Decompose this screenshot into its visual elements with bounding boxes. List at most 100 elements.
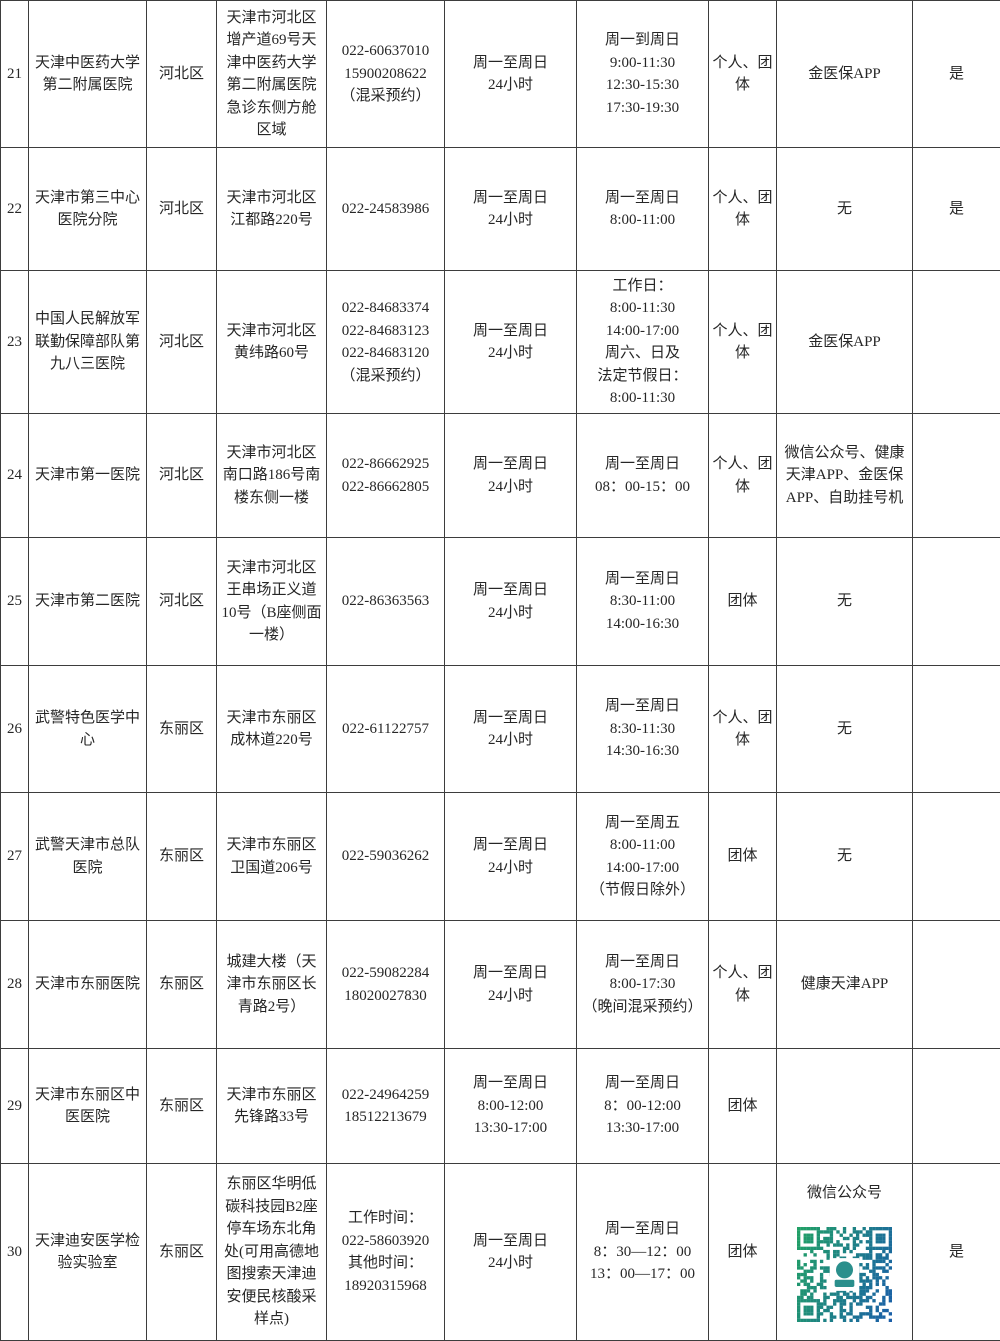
- appointment-method: 无: [777, 538, 913, 666]
- confirmed-flag: [913, 538, 1000, 666]
- phone: 022-24964259 18512213679: [327, 1049, 445, 1164]
- table-row: 29 天津市东丽区中医医院 东丽区 天津市东丽区先锋路33号 022-24964…: [1, 1049, 1000, 1164]
- service-target: 团体: [709, 1164, 777, 1341]
- table-row: 28 天津市东丽医院 东丽区 城建大楼（天津市东丽区长青路2号） 022-590…: [1, 921, 1000, 1049]
- service-target: 个人、团体: [709, 148, 777, 271]
- row-number: 24: [1, 414, 29, 538]
- row-number: 26: [1, 666, 29, 793]
- confirmed-flag: [913, 271, 1000, 414]
- phone: 022-61122757: [327, 666, 445, 793]
- appointment-method: 无: [777, 666, 913, 793]
- service-time: 周一至周日 8:00-17:30 （晚间混采预约）: [577, 921, 709, 1049]
- confirmed-flag: 是: [913, 148, 1000, 271]
- address: 天津市河北区江都路220号: [217, 148, 327, 271]
- opening-hours: 周一至周日 24小时: [445, 538, 577, 666]
- address: 城建大楼（天津市东丽区长青路2号）: [217, 921, 327, 1049]
- confirmed-flag: 是: [913, 1164, 1000, 1341]
- service-target: 个人、团体: [709, 921, 777, 1049]
- appointment-method: 金医保APP: [777, 1, 913, 148]
- address: 天津市河北区增产道69号天津中医药大学第二附属医院急诊东侧方舱区域: [217, 1, 327, 148]
- district: 河北区: [147, 271, 217, 414]
- hospital-name: 天津市第三中心医院分院: [29, 148, 147, 271]
- appointment-method: 金医保APP: [777, 271, 913, 414]
- service-time: 周一至周日 8：00-12:00 13:30-17:00: [577, 1049, 709, 1164]
- opening-hours: 周一至周日 24小时: [445, 271, 577, 414]
- service-time: 周一至周日 8:30-11:30 14:30-16:30: [577, 666, 709, 793]
- district: 河北区: [147, 1, 217, 148]
- service-target: 个人、团体: [709, 666, 777, 793]
- service-target: 个人、团体: [709, 414, 777, 538]
- service-time: 周一到周日 9:00-11:30 12:30-15:30 17:30-19:30: [577, 1, 709, 148]
- opening-hours: 周一至周日 24小时: [445, 414, 577, 538]
- appointment-method: [777, 1049, 913, 1164]
- hospital-name: 天津市第一医院: [29, 414, 147, 538]
- district: 东丽区: [147, 1164, 217, 1341]
- phone: 022-84683374 022-84683123 022-84683120 （…: [327, 271, 445, 414]
- appointment-method: 无: [777, 148, 913, 271]
- confirmed-flag: [913, 414, 1000, 538]
- row-number: 25: [1, 538, 29, 666]
- service-time: 周一至周日 8:30-11:00 14:00-16:30: [577, 538, 709, 666]
- service-time: 周一至周日 8:00-11:00: [577, 148, 709, 271]
- table-row: 24 天津市第一医院 河北区 天津市河北区南口路186号南楼东侧一楼 022-8…: [1, 414, 1000, 538]
- table-row: 26 武警特色医学中心 东丽区 天津市东丽区成林道220号 022-611227…: [1, 666, 1000, 793]
- hospital-name: 天津市东丽医院: [29, 921, 147, 1049]
- service-time: 周一至周日 08：00-15：00: [577, 414, 709, 538]
- table-row: 25 天津市第二医院 河北区 天津市河北区王串场正义道10号（B座侧面一楼） 0…: [1, 538, 1000, 666]
- table-row: 23 中国人民解放军联勤保障部队第九八三医院 河北区 天津市河北区黄纬路60号 …: [1, 271, 1000, 414]
- phone: 022-86363563: [327, 538, 445, 666]
- opening-hours: 周一至周日 8:00-12:00 13:30-17:00: [445, 1049, 577, 1164]
- phone: 022-24583986: [327, 148, 445, 271]
- district: 东丽区: [147, 1049, 217, 1164]
- hospital-name: 天津市第二医院: [29, 538, 147, 666]
- address: 天津市河北区黄纬路60号: [217, 271, 327, 414]
- hospital-name: 天津中医药大学第二附属医院: [29, 1, 147, 148]
- opening-hours: 周一至周日 24小时: [445, 666, 577, 793]
- wechat-qr-code-icon: [797, 1227, 892, 1322]
- address: 天津市东丽区成林道220号: [217, 666, 327, 793]
- confirmed-flag: [913, 666, 1000, 793]
- table-row: 22 天津市第三中心医院分院 河北区 天津市河北区江都路220号 022-245…: [1, 148, 1000, 271]
- district: 河北区: [147, 148, 217, 271]
- opening-hours: 周一至周日 24小时: [445, 1164, 577, 1341]
- district: 河北区: [147, 538, 217, 666]
- confirmed-flag: [913, 921, 1000, 1049]
- appointment-method: 微信公众号、健康天津APP、金医保APP、自助挂号机: [777, 414, 913, 538]
- confirmed-flag: [913, 793, 1000, 921]
- address: 天津市东丽区先锋路33号: [217, 1049, 327, 1164]
- row-number: 27: [1, 793, 29, 921]
- hospital-name: 中国人民解放军联勤保障部队第九八三医院: [29, 271, 147, 414]
- service-time: 周一至周日 8：30—12：00 13：00—17：00: [577, 1164, 709, 1341]
- phone: 工作时间： 022-58603920 其他时间： 18920315968: [327, 1164, 445, 1341]
- confirmed-flag: [913, 1049, 1000, 1164]
- service-time: 周一至周五 8:00-11:00 14:00-17:00 （节假日除外）: [577, 793, 709, 921]
- address: 东丽区华明低碳科技园B2座停车场东北角处(可用高德地图搜索天津迪安便民核酸采样点…: [217, 1164, 327, 1341]
- hospital-name: 天津迪安医学检验实验室: [29, 1164, 147, 1341]
- district: 东丽区: [147, 666, 217, 793]
- row-number: 23: [1, 271, 29, 414]
- hospital-name: 武警天津市总队医院: [29, 793, 147, 921]
- opening-hours: 周一至周日 24小时: [445, 148, 577, 271]
- address: 天津市东丽区卫国道206号: [217, 793, 327, 921]
- district: 东丽区: [147, 921, 217, 1049]
- appointment-method: 微信公众号: [777, 1164, 913, 1341]
- table-row: 21 天津中医药大学第二附属医院 河北区 天津市河北区增产道69号天津中医药大学…: [1, 1, 1000, 148]
- opening-hours: 周一至周日 24小时: [445, 1, 577, 148]
- service-target: 团体: [709, 1049, 777, 1164]
- appointment-method: 无: [777, 793, 913, 921]
- service-target: 个人、团体: [709, 1, 777, 148]
- address: 天津市河北区南口路186号南楼东侧一楼: [217, 414, 327, 538]
- row-number: 29: [1, 1049, 29, 1164]
- phone: 022-86662925 022-86662805: [327, 414, 445, 538]
- table-row: 27 武警天津市总队医院 东丽区 天津市东丽区卫国道206号 022-59036…: [1, 793, 1000, 921]
- row-number: 30: [1, 1164, 29, 1341]
- phone: 022-59036262: [327, 793, 445, 921]
- row-number: 21: [1, 1, 29, 148]
- service-target: 个人、团体: [709, 271, 777, 414]
- address: 天津市河北区王串场正义道10号（B座侧面一楼）: [217, 538, 327, 666]
- table-row: 30 天津迪安医学检验实验室 东丽区 东丽区华明低碳科技园B2座停车场东北角处(…: [1, 1164, 1000, 1341]
- hospital-name: 武警特色医学中心: [29, 666, 147, 793]
- phone: 022-60637010 15900208622（混采预约）: [327, 1, 445, 148]
- confirmed-flag: 是: [913, 1, 1000, 148]
- row-number: 28: [1, 921, 29, 1049]
